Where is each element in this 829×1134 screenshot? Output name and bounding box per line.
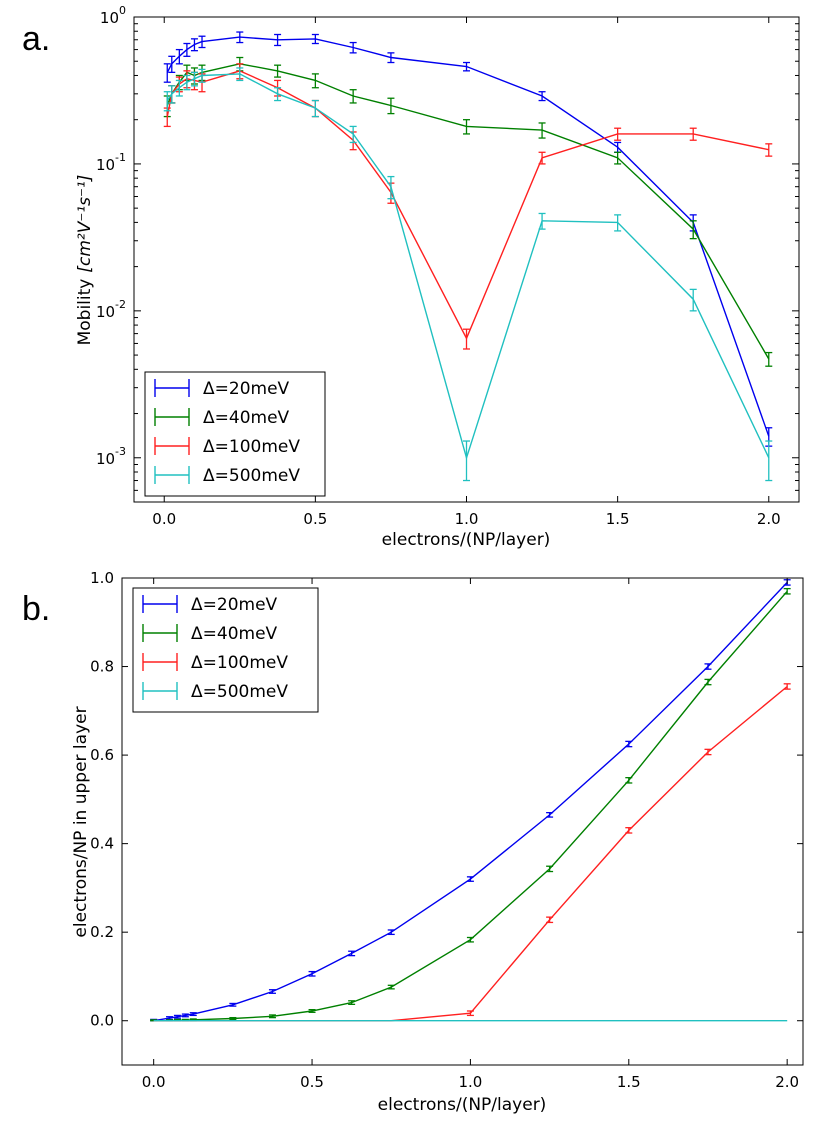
x-tick-label: 2.0 (757, 510, 781, 528)
y-tick-exponent: -2 (115, 298, 126, 311)
legend-label: Δ=100meV (191, 653, 288, 673)
panel-b-legend: Δ=20meV Δ=40meV Δ=100meV Δ=500meV (132, 587, 319, 713)
x-tick-label: 1.5 (606, 510, 630, 528)
legend-item: Δ=20meV (142, 595, 278, 615)
y-tick-exponent: -3 (115, 445, 126, 458)
y-tick-exponent: 0 (119, 4, 126, 17)
series-3 (153, 683, 791, 1022)
x-tick-label: 0.0 (152, 510, 176, 528)
panel-b-y-ticks: 0.0 0.2 0.4 0.6 0.8 1.0 (90, 569, 803, 1030)
panel-a-x-axis-label: electrons/(NP/layer) (382, 530, 551, 550)
y-tick-label: 0.0 (90, 1012, 114, 1030)
series-line (153, 685, 788, 1022)
legend-label: Δ=40meV (191, 624, 278, 644)
legend-label: Δ=500meV (191, 682, 288, 702)
legend-label: Δ=20meV (203, 379, 290, 399)
x-tick-label: 0.0 (142, 1073, 166, 1091)
panel-a-x-ticks: 0.0 0.5 1.0 1.5 2.0 (152, 17, 781, 528)
legend-item: Δ=500meV (154, 466, 300, 486)
y-tick-label: 10-2 (96, 298, 126, 321)
legend-item: Δ=100meV (154, 437, 300, 457)
legend-label: Δ=40meV (203, 408, 290, 428)
y-tick-base: 10 (96, 156, 115, 174)
series-1 (163, 31, 773, 447)
panel-a-legend: Δ=20meV Δ=40meV Δ=100meV Δ=500meV (144, 371, 326, 497)
y-tick-exponent: -1 (115, 151, 126, 164)
panel-a-label: a. (22, 20, 50, 58)
panel-a-plot-area (163, 31, 773, 482)
x-tick-label: 1.5 (617, 1073, 641, 1091)
y-tick-label: 0.8 (90, 658, 114, 676)
series-line (166, 73, 770, 461)
y-tick-base: 10 (96, 450, 115, 468)
legend-item: Δ=40meV (154, 408, 290, 428)
legend-item: Δ=40meV (142, 624, 278, 644)
y-tick-label: 0.4 (90, 835, 114, 853)
legend-label: Δ=500meV (203, 466, 300, 486)
x-tick-label: 0.5 (300, 1073, 324, 1091)
panel-b-y-axis-label: electrons/NP in upper layer (71, 706, 91, 937)
y-tick-label: 100 (100, 4, 126, 27)
svg-text:Mobility[cm²V⁻¹s⁻¹]: Mobility [cm²V⁻¹s⁻¹] (75, 175, 95, 346)
series-line (166, 63, 770, 360)
y-tick-label: 10-1 (96, 151, 126, 174)
x-tick-label: 1.0 (455, 510, 479, 528)
panel-b-x-ticks: 0.0 0.5 1.0 1.5 2.0 (142, 578, 799, 1091)
y-tick-label: 0.6 (90, 746, 114, 764)
panel-b: b. 0.0 0.5 1.0 1.5 2.0 0.0 0.2 0.4 0.6 0.8 1.0 el… (22, 569, 804, 1115)
panel-a-y-axis-label: Mobility [cm²V⁻¹s⁻¹] (75, 175, 95, 346)
legend-item: Δ=100meV (142, 653, 288, 673)
y-tick-label: 10-3 (96, 445, 126, 468)
panel-b-label: b. (22, 590, 50, 628)
x-tick-label: 1.0 (458, 1073, 482, 1091)
series-4 (163, 67, 773, 482)
panel-a-y-label-prefix: Mobility (75, 279, 95, 346)
legend-item: Δ=20meV (154, 379, 290, 399)
legend-item: Δ=500meV (142, 682, 288, 702)
series-line (166, 36, 770, 437)
panel-b-plot-area (150, 579, 791, 1022)
series-line (153, 581, 788, 1022)
y-tick-label: 0.2 (90, 923, 114, 941)
legend-label: Δ=100meV (203, 437, 300, 457)
panel-b-x-axis-label: electrons/(NP/layer) (378, 1095, 547, 1115)
panel-b-frame (121, 577, 804, 1066)
panel-a-y-label-units: [cm²V⁻¹s⁻¹] (75, 175, 95, 273)
y-tick-base: 10 (96, 303, 115, 321)
series-line (166, 70, 769, 340)
y-tick-base: 10 (100, 9, 119, 27)
legend-label: Δ=20meV (191, 595, 278, 615)
y-tick-label: 1.0 (90, 569, 114, 587)
x-tick-label: 2.0 (775, 1073, 799, 1091)
x-tick-label: 0.5 (303, 510, 327, 528)
series-2 (163, 56, 773, 367)
series-3 (163, 63, 773, 350)
